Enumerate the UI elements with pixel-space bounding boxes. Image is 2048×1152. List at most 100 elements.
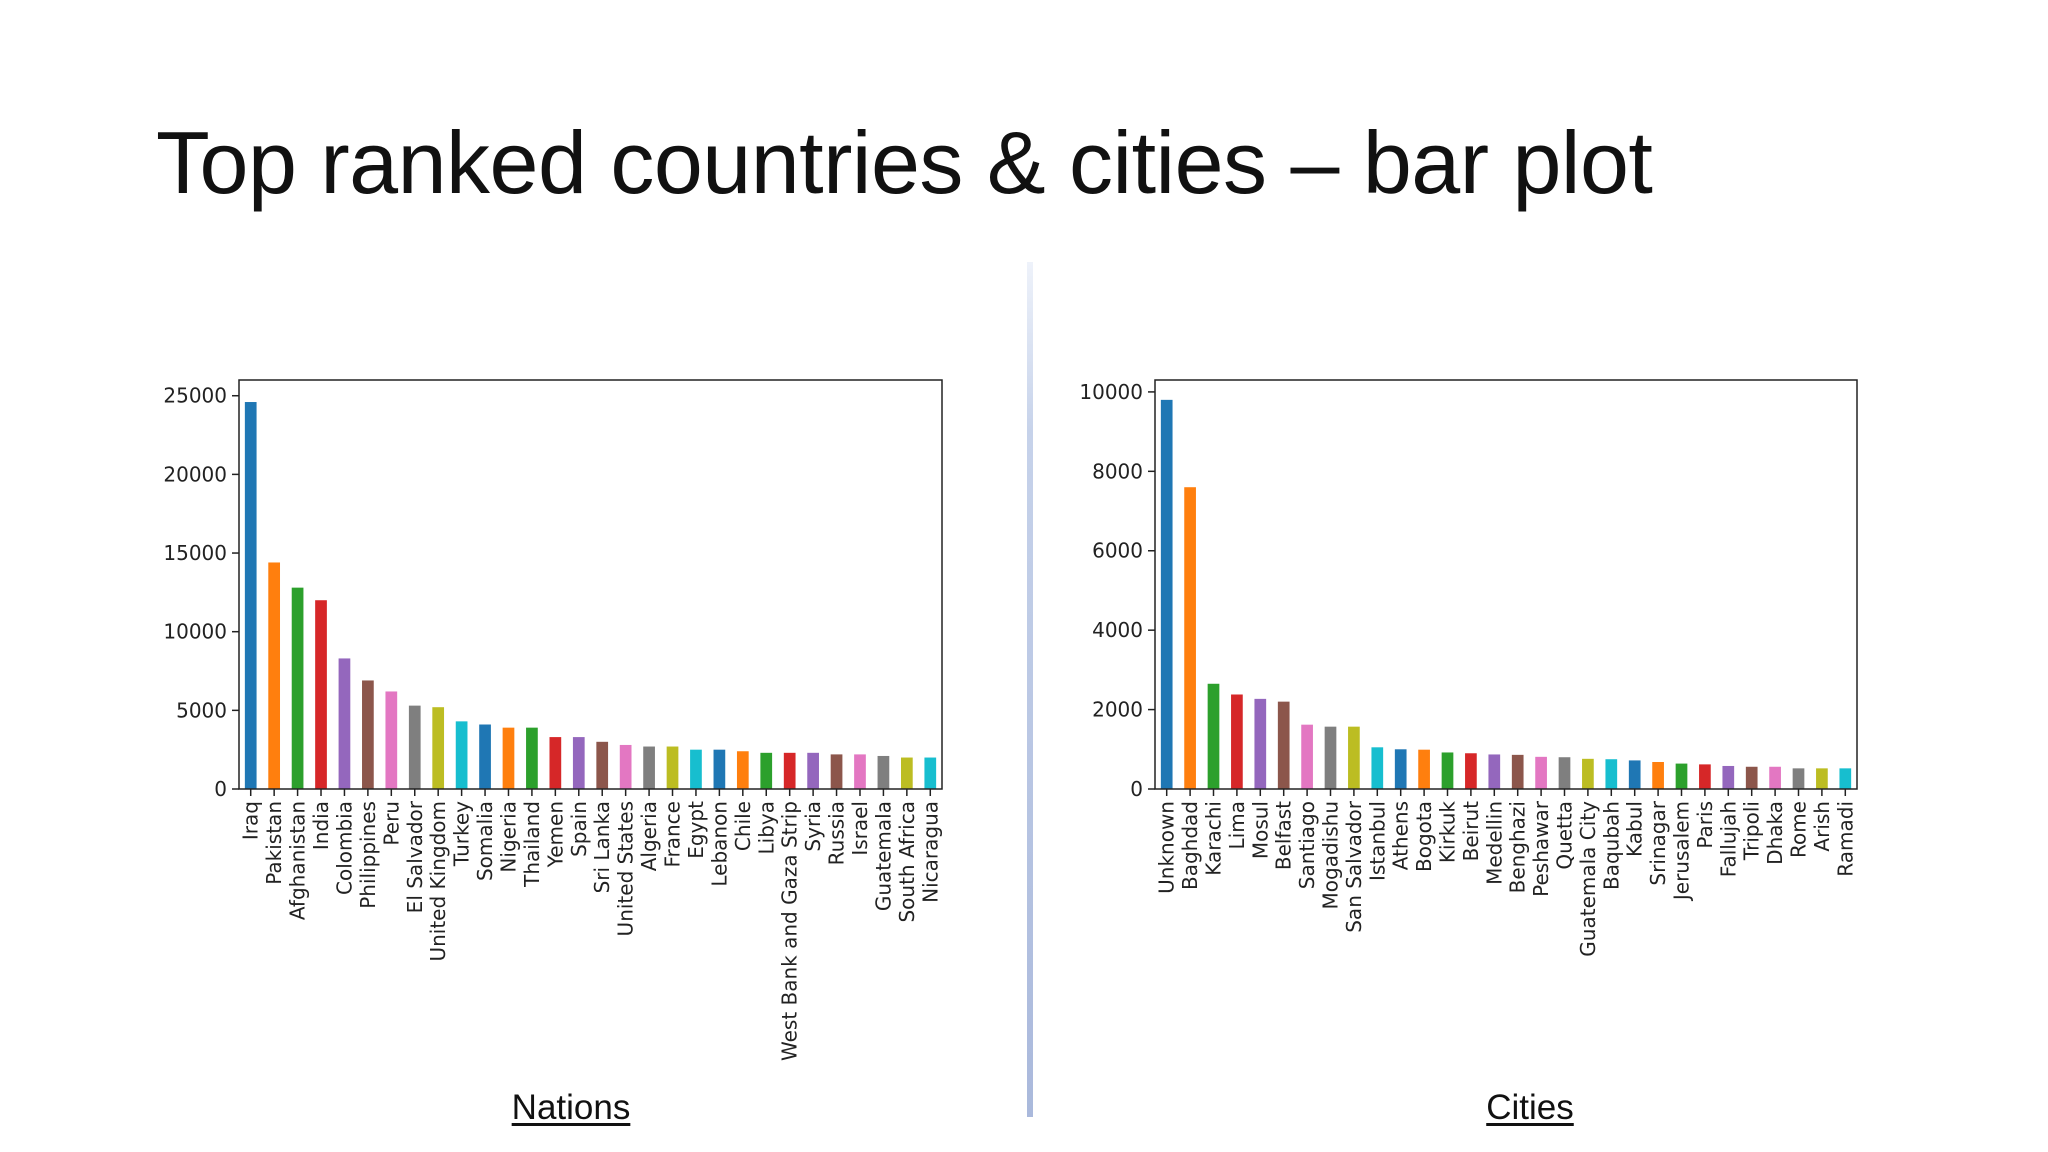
cities-xtick-label: Benghazi [1506, 801, 1530, 893]
cities-bar-istanbul [1371, 747, 1384, 789]
cities-bar-peshawar [1535, 756, 1547, 789]
cities-bar-mogadishu [1324, 726, 1337, 789]
nations-xtick-label: Algeria [637, 801, 661, 871]
cities-xtick-label: Baghdad [1178, 801, 1202, 890]
nations-ytick-label: 25000 [163, 384, 227, 408]
cities-xtick-label: Belfast [1272, 801, 1296, 870]
cities-bar-guatemala-city [1582, 758, 1594, 789]
nations-bar-chile [736, 751, 749, 789]
cities-xtick-label: Ramadi [1833, 801, 1857, 877]
nations-ytick-label: 5000 [176, 698, 227, 722]
nations-xtick-label: Israel [848, 801, 872, 856]
cities-bar-dhaka [1769, 766, 1781, 789]
cities-xtick-label: Bogota [1412, 801, 1436, 872]
nations-bar-algeria [643, 746, 655, 789]
nations-xtick-label: United States [614, 801, 638, 936]
cities-bar-fallujah [1722, 765, 1735, 789]
nations-bar-egypt [690, 749, 702, 789]
cities-bar-santiago [1301, 724, 1313, 789]
cities-bar-medellin [1488, 754, 1501, 789]
cities-bar-tripoli [1745, 766, 1758, 789]
cities-plot-frame [1154, 379, 1858, 790]
nations-bar-iraq [244, 402, 257, 789]
nations-bar-syria [807, 752, 819, 789]
cities-xtick-label: Peshawar [1529, 800, 1553, 897]
cities-xtick-label: Fallujah [1716, 801, 1740, 877]
nations-xtick-label: El Salvador [403, 800, 427, 913]
cities-bar-chart: 0 2000 4000 6000 8000 10000 Unknown Baghdad Kara… [1079, 379, 1858, 957]
nations-bar-west-bank-and-gaza-strip [783, 752, 796, 789]
cities-bar-mosul [1254, 698, 1267, 789]
cities-ytick-label: 8000 [1092, 459, 1143, 483]
nations-bar-united-states [619, 744, 632, 789]
cities-xtick-label: Kirkuk [1436, 801, 1460, 864]
cities-xtick-label: Karachi [1202, 801, 1226, 876]
cities-xtick-label: Guatemala City [1576, 801, 1600, 957]
cities-ytick-label: 0 [1130, 777, 1143, 801]
cities-bar-san-salvador [1348, 726, 1360, 789]
nations-xtick-label: Philippines [356, 801, 380, 909]
nations-bar-philippines [362, 680, 374, 789]
nations-xtick-label: France [661, 801, 685, 868]
nations-xtick-label: Colombia [332, 801, 356, 895]
nations-ytick-label: 20000 [163, 462, 227, 486]
nations-bar-thailand [526, 727, 538, 789]
nations-xtick-label: Russia [825, 801, 849, 865]
nations-ytick-label: 15000 [163, 541, 227, 565]
nations-bar-lebanon [713, 749, 726, 789]
cities-xtick-label: Unknown [1155, 801, 1179, 894]
vertical-divider [1027, 262, 1033, 1117]
nations-xtick-label: Chile [731, 801, 755, 851]
cities-xtick-label: Istanbul [1365, 801, 1389, 881]
nations-xtick-label: Spain [567, 801, 591, 857]
cities-xtick-label: Athens [1389, 801, 1413, 870]
cities-xtick-label: Lima [1225, 801, 1249, 849]
cities-xtick-label: Medellin [1482, 801, 1506, 885]
cities-bar-arish [1816, 768, 1828, 789]
nations-xtick-label: Peru [379, 801, 403, 846]
nations-bar-spain [572, 737, 585, 789]
cities-bar-athens [1394, 749, 1407, 789]
nations-bar-pakistan [268, 562, 281, 789]
nations-caption: Nations [511, 1088, 631, 1127]
nations-xtick-label: Turkey [450, 801, 474, 867]
cities-bar-quetta [1558, 757, 1571, 789]
nations-bar-nigeria [502, 727, 515, 789]
nations-xtick-label: Sri Lanka [590, 801, 614, 893]
nations-bar-israel [854, 754, 866, 789]
nations-xtick-label: Syria [801, 801, 825, 852]
nations-xtick-label: Pakistan [262, 801, 286, 885]
cities-xtick-label: Kabul [1623, 801, 1647, 857]
cities-bar-karachi [1207, 683, 1220, 789]
cities-xtick-label: Srinagar [1646, 800, 1670, 885]
cities-xtick-label: Paris [1693, 801, 1717, 849]
nations-ytick-label: 10000 [163, 620, 227, 644]
cities-xtick-label: Jerusalem [1670, 801, 1694, 902]
slide-title: Top ranked countries & cities – bar plot [156, 113, 1653, 212]
nations-plot-frame [238, 379, 943, 790]
cities-xtick-label: Rome [1787, 801, 1811, 858]
cities-xtick-label: Tripoli [1740, 801, 1764, 861]
cities-xtick-label: Mogadishu [1319, 801, 1343, 909]
cities-bar-kirkuk [1441, 752, 1454, 789]
nations-xtick-label: Nigeria [496, 801, 520, 873]
nations-ytick-label: 0 [214, 777, 227, 801]
cities-bar-srinagar [1652, 761, 1664, 789]
nations-xtick-label: Thailand [520, 801, 544, 888]
cities-xtick-label: Arish [1810, 801, 1834, 852]
nations-xtick-label: Lebanon [707, 801, 731, 887]
nations-xtick-label: United Kingdom [426, 801, 450, 962]
nations-xtick-label: Egypt [684, 801, 708, 859]
cities-bar-beirut [1465, 753, 1477, 789]
nations-xtick-label: West Bank and Gaza Strip [778, 801, 802, 1061]
cities-xtick-label: Dhaka [1763, 801, 1787, 865]
nations-bar-el-salvador [408, 705, 421, 789]
cities-xtick-label: Santiago [1295, 801, 1319, 889]
cities-caption: Cities [1486, 1088, 1574, 1127]
nations-bar-nicaragua [924, 757, 937, 789]
cities-xtick-label: Mosul [1248, 801, 1272, 859]
nations-bar-yemen [549, 737, 562, 789]
nations-bar-united-kingdom [432, 707, 445, 789]
nations-bar-turkey [455, 721, 468, 789]
